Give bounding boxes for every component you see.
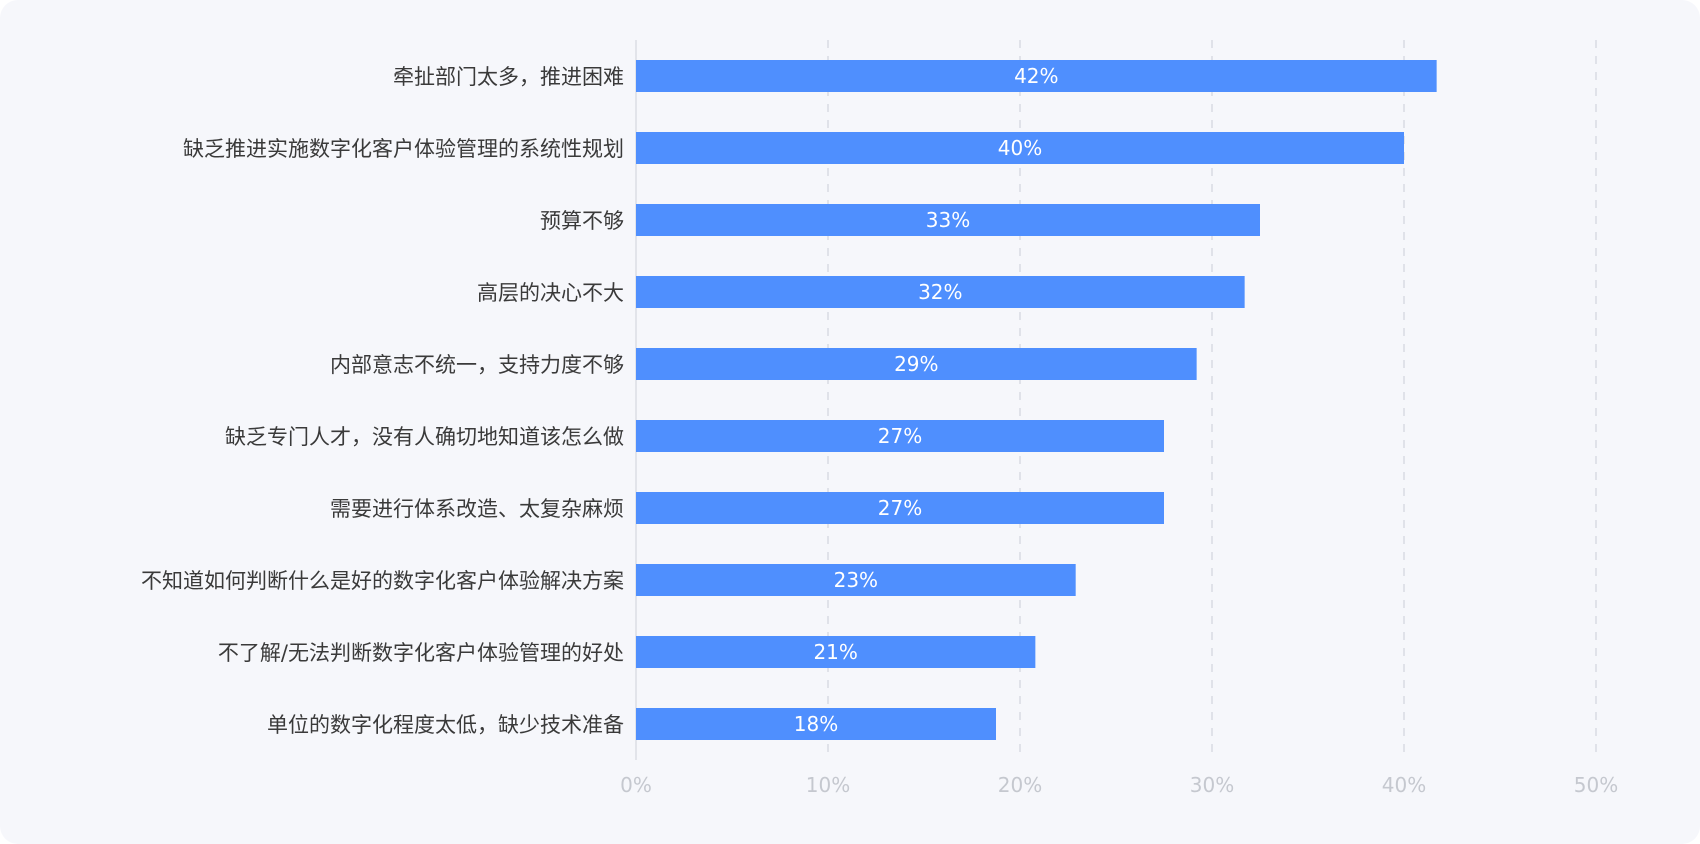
data-label: 40% (998, 136, 1042, 160)
category-label: 需要进行体系改造、太复杂麻烦 (330, 497, 624, 521)
tick-label: 0% (620, 773, 652, 797)
category-label: 高层的决心不大 (477, 281, 624, 305)
category-label: 单位的数字化程度太低，缺少技术准备 (267, 713, 624, 737)
tick-label: 10% (806, 773, 850, 797)
data-label: 27% (878, 496, 922, 520)
data-label: 33% (926, 208, 970, 232)
category-label: 不知道如何判断什么是好的数字化客户体验解决方案 (141, 569, 624, 593)
bar (636, 348, 1197, 380)
data-label: 42% (1014, 64, 1058, 88)
category-label: 内部意志不统一，支持力度不够 (330, 353, 624, 377)
bar (636, 636, 1036, 668)
data-label: 29% (894, 352, 938, 376)
bar (636, 708, 996, 740)
bar (636, 60, 1437, 92)
tick-label: 50% (1574, 773, 1618, 797)
data-label: 21% (813, 640, 857, 664)
bar (636, 564, 1076, 596)
category-label: 不了解/无法判断数字化客户体验管理的好处 (218, 641, 624, 665)
category-label: 缺乏推进实施数字化客户体验管理的系统性规划 (183, 137, 624, 161)
data-label: 27% (878, 424, 922, 448)
bar (636, 492, 1164, 524)
tick-label: 20% (998, 773, 1042, 797)
tick-label: 30% (1190, 773, 1234, 797)
data-label: 18% (794, 712, 838, 736)
data-label: 23% (834, 568, 878, 592)
category-label: 预算不够 (540, 209, 624, 233)
data-label: 32% (918, 280, 962, 304)
tick-label: 40% (1382, 773, 1426, 797)
bar (636, 132, 1404, 164)
category-label: 牵扯部门太多，推进困难 (393, 65, 624, 89)
category-label: 缺乏专门人才，没有人确切地知道该怎么做 (225, 425, 624, 449)
bar (636, 276, 1245, 308)
bar (636, 204, 1260, 236)
bar (636, 420, 1164, 452)
